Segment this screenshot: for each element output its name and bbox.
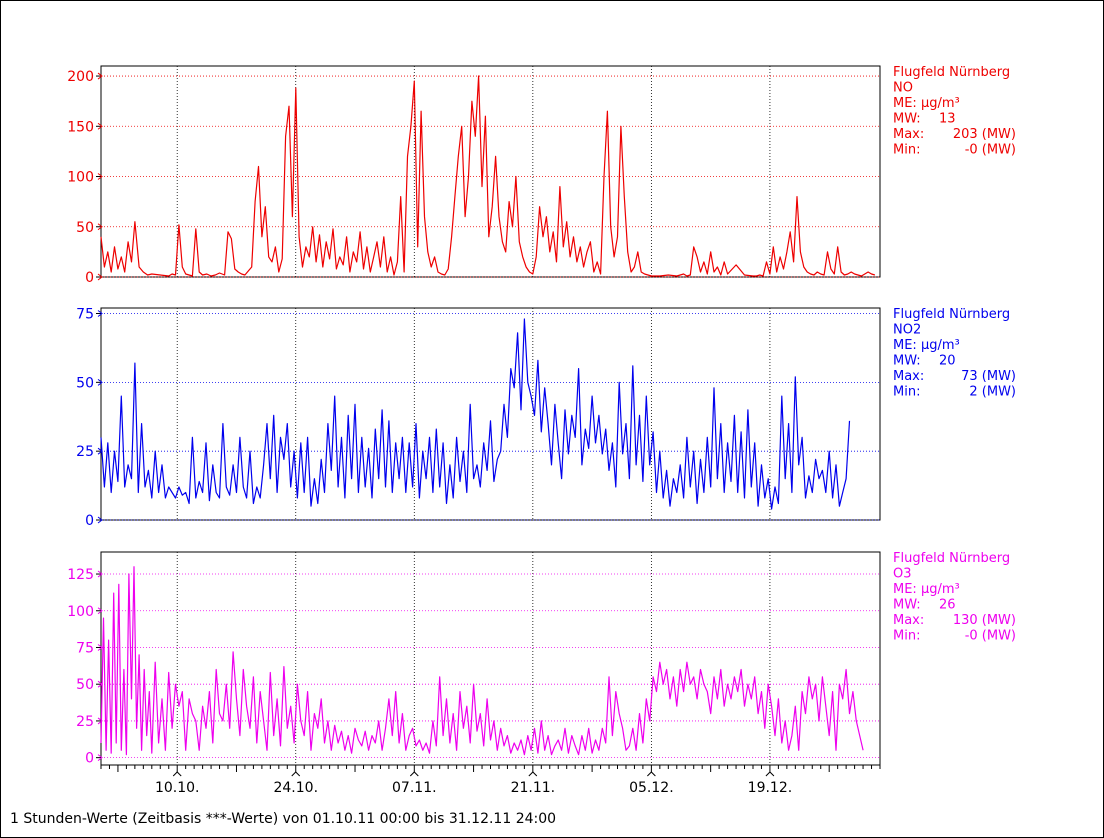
x-tick-caret-2 bbox=[409, 771, 419, 777]
no2-ytick-arrow-3 bbox=[97, 310, 103, 317]
no-ytick-label-4: 200 bbox=[67, 69, 94, 85]
no-legend-station: Flugfeld Nürnberg bbox=[893, 65, 1010, 80]
no-ytick-arrow-3 bbox=[97, 122, 103, 130]
no2-legend-station: Flugfeld Nürnberg bbox=[893, 307, 1010, 322]
o3-legend-mw-value: 26 bbox=[939, 598, 956, 613]
footer-text: 1 Stunden-Werte (Zeitbasis ***-Werte) vo… bbox=[10, 811, 556, 827]
x-tick-label-0: 10.10. bbox=[155, 780, 200, 796]
no-legend-unit: ME: µg/m³ bbox=[893, 96, 960, 111]
x-tick-label-3: 21.11. bbox=[511, 780, 556, 796]
o3-legend-station: Flugfeld Nürnberg bbox=[893, 551, 1010, 566]
no2-ytick-label-3: 75 bbox=[76, 307, 94, 323]
x-tick-caret-0 bbox=[172, 771, 182, 777]
o3-ytick-label-5: 125 bbox=[67, 567, 94, 583]
no2-legend-mw-value: 20 bbox=[939, 354, 956, 369]
o3-ytick-arrow-4 bbox=[97, 607, 103, 615]
no-legend-min-value: -0 (MW) bbox=[965, 143, 1016, 158]
no-legend-mw-value: 13 bbox=[939, 112, 956, 127]
o3-legend-component: O3 bbox=[893, 567, 912, 582]
no-ytick-label-3: 150 bbox=[67, 119, 94, 135]
no2-series-line bbox=[100, 318, 851, 510]
no2-legend-mw-label: MW: bbox=[893, 354, 921, 369]
no2-legend-unit: ME: µg/m³ bbox=[893, 338, 960, 353]
o3-ytick-label-2: 50 bbox=[76, 677, 94, 693]
o3-ytick-label-3: 75 bbox=[76, 640, 94, 656]
no-ytick-arrow-1 bbox=[97, 223, 103, 231]
o3-ytick-arrow-5 bbox=[97, 570, 103, 578]
no-legend-min-label: Min: bbox=[893, 143, 920, 158]
no-ytick-label-1: 50 bbox=[76, 220, 94, 236]
no2-ytick-label-1: 25 bbox=[76, 444, 94, 460]
o3-legend-min-label: Min: bbox=[893, 629, 920, 644]
no-plot-frame bbox=[100, 65, 881, 278]
no2-ytick-label-0: 0 bbox=[85, 513, 94, 529]
o3-ytick-label-0: 0 bbox=[85, 751, 94, 767]
x-tick-label-4: 05.12. bbox=[629, 780, 674, 796]
no-legend-max-value: 203 (MW) bbox=[953, 127, 1016, 142]
no2-legend-min-label: Min: bbox=[893, 385, 920, 400]
o3-ytick-label-4: 100 bbox=[67, 604, 94, 620]
no-ytick-label-0: 0 bbox=[85, 270, 94, 286]
no2-ytick-label-2: 50 bbox=[76, 375, 94, 391]
no2-plot-frame bbox=[100, 307, 881, 521]
o3-ytick-arrow-0 bbox=[97, 754, 103, 762]
o3-legend-max-value: 130 (MW) bbox=[953, 613, 1016, 628]
x-tick-caret-4 bbox=[647, 771, 656, 777]
o3-ytick-label-1: 25 bbox=[76, 714, 94, 730]
no2-legend-min-value: 2 (MW) bbox=[969, 385, 1016, 400]
no-ytick-arrow-0 bbox=[97, 273, 103, 281]
o3-legend-min-value: -0 (MW) bbox=[965, 629, 1016, 644]
o3-ytick-arrow-3 bbox=[97, 644, 103, 651]
x-axis: 10.10. 24.10. 07.11. 21.11. 05.12. 19.12. bbox=[100, 765, 881, 796]
x-tick-caret-3 bbox=[528, 771, 538, 777]
no-series-line bbox=[100, 75, 876, 277]
no2-ytick-arrow-2 bbox=[97, 378, 103, 386]
o3-legend-max-label: Max: bbox=[893, 613, 924, 628]
o3-legend-unit: ME: µg/m³ bbox=[893, 582, 960, 597]
no-legend-mw-label: MW: bbox=[893, 112, 921, 127]
o3-series-line bbox=[100, 566, 864, 756]
x-tick-label-5: 19.12. bbox=[748, 780, 793, 796]
no-legend-max-label: Max: bbox=[893, 127, 924, 142]
x-tick-caret-5 bbox=[765, 771, 775, 777]
o3-legend-mw-label: MW: bbox=[893, 598, 921, 613]
x-tick-label-1: 24.10. bbox=[273, 780, 318, 796]
no2-legend-max-label: Max: bbox=[893, 369, 924, 384]
no-ytick-arrow-4 bbox=[97, 72, 103, 80]
no2-legend-component: NO2 bbox=[893, 323, 921, 338]
no-legend-component: NO bbox=[893, 81, 913, 96]
x-tick-caret-1 bbox=[291, 771, 301, 777]
no2-legend-max-value: 73 (MW) bbox=[961, 369, 1016, 384]
no2-ytick-arrow-0 bbox=[97, 516, 103, 524]
no-ytick-label-2: 100 bbox=[67, 170, 94, 186]
no-ytick-arrow-2 bbox=[97, 173, 103, 180]
x-tick-label-2: 07.11. bbox=[392, 780, 437, 796]
